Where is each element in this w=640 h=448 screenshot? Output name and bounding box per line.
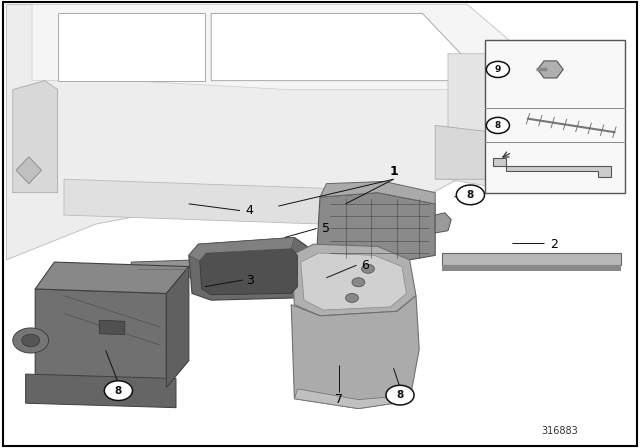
Polygon shape [6, 4, 525, 260]
Polygon shape [448, 54, 525, 188]
Polygon shape [189, 237, 294, 261]
Circle shape [456, 185, 484, 205]
Polygon shape [16, 157, 42, 184]
Text: 8: 8 [467, 190, 474, 200]
FancyBboxPatch shape [485, 40, 625, 193]
Circle shape [352, 278, 365, 287]
Circle shape [486, 61, 509, 78]
Text: 4: 4 [246, 204, 253, 217]
Text: 6: 6 [361, 258, 369, 272]
Circle shape [486, 117, 509, 134]
Polygon shape [166, 267, 189, 388]
Circle shape [362, 264, 374, 273]
Text: 5: 5 [323, 222, 330, 235]
Polygon shape [58, 13, 205, 81]
Circle shape [22, 334, 40, 347]
Polygon shape [435, 125, 512, 179]
Polygon shape [35, 289, 166, 388]
Text: 1: 1 [389, 164, 398, 178]
Polygon shape [493, 158, 611, 177]
Polygon shape [291, 244, 416, 316]
Circle shape [386, 385, 414, 405]
Text: 8: 8 [396, 390, 404, 400]
Polygon shape [13, 81, 58, 193]
Text: 9: 9 [495, 65, 501, 74]
Polygon shape [317, 193, 435, 262]
Circle shape [13, 328, 49, 353]
Polygon shape [538, 61, 563, 78]
Polygon shape [131, 260, 218, 278]
Circle shape [346, 293, 358, 302]
Text: 3: 3 [246, 273, 253, 287]
Polygon shape [35, 262, 189, 293]
Text: 8: 8 [115, 386, 122, 396]
Polygon shape [211, 13, 461, 81]
Text: 2: 2 [550, 237, 557, 251]
Text: 8: 8 [495, 121, 501, 130]
Polygon shape [64, 179, 416, 233]
Polygon shape [32, 4, 525, 90]
Polygon shape [99, 320, 125, 335]
Polygon shape [442, 265, 621, 271]
Polygon shape [189, 237, 307, 300]
Polygon shape [200, 249, 298, 295]
Polygon shape [442, 253, 621, 265]
Polygon shape [26, 374, 176, 408]
Polygon shape [320, 181, 435, 204]
Circle shape [104, 381, 132, 401]
Text: 7: 7 [335, 393, 343, 406]
Polygon shape [301, 253, 406, 310]
Polygon shape [294, 389, 410, 409]
Polygon shape [291, 296, 419, 409]
Text: 316883: 316883 [541, 426, 579, 436]
Polygon shape [435, 213, 451, 233]
